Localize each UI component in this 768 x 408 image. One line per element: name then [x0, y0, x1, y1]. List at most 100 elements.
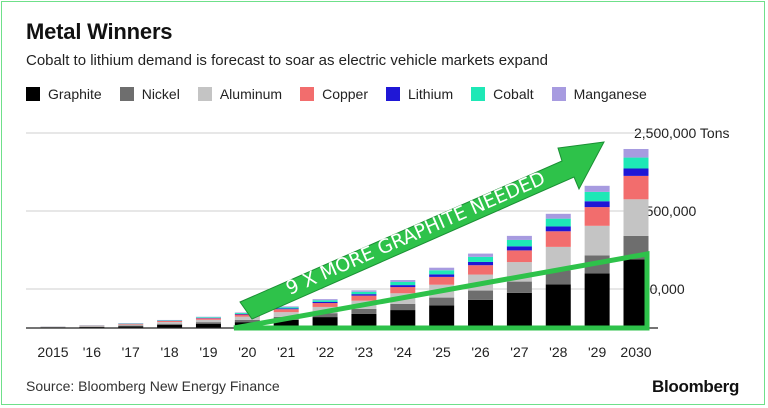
x-tick-label: 2015: [37, 344, 68, 360]
bar-segment: [157, 323, 183, 325]
brand-logo: Bloomberg: [652, 377, 740, 396]
bar-segment: [545, 213, 571, 219]
growth-arrow: [239, 141, 605, 320]
bar-segment: [312, 303, 338, 307]
x-tick-label: '22: [316, 344, 334, 360]
legend-label: Nickel: [141, 86, 180, 102]
bar-segment: [351, 294, 377, 296]
bar-segment: [506, 239, 532, 247]
bar-segment: [234, 316, 260, 320]
x-tick-label: '18: [160, 344, 178, 360]
bar-segment: [506, 281, 532, 293]
bar-segment: [468, 290, 494, 300]
bar-segment: [545, 226, 571, 232]
y-tick-label: 1,500,000: [634, 203, 696, 219]
bar-segment: [312, 299, 338, 301]
bar-segment: [584, 273, 610, 328]
x-tick-label: '17: [122, 344, 140, 360]
legend-item: Nickel: [119, 86, 180, 102]
legend-swatch: [197, 87, 212, 101]
bar-segment: [545, 218, 571, 227]
graphite-growth-triangle: [233, 251, 650, 331]
legend-label: Lithium: [408, 86, 454, 102]
bar-segment: [118, 325, 144, 327]
bar-segment: [273, 308, 299, 310]
bar-segment: [390, 281, 416, 286]
bar-segment: [273, 306, 299, 308]
chart-title: Metal Winners: [26, 19, 173, 44]
bar-segment: [468, 299, 494, 328]
legend-label: Graphite: [48, 86, 102, 102]
legend-item: Cobalt: [471, 86, 534, 102]
bar-segment: [351, 290, 377, 292]
bar-segment: [312, 313, 338, 318]
bar-segment: [468, 261, 494, 266]
bar-segment: [351, 291, 377, 295]
x-tick-label: 2030: [620, 344, 651, 360]
legend-label: Aluminum: [219, 86, 283, 102]
bar-segment: [468, 256, 494, 262]
bar-segment: [351, 313, 377, 328]
bar-segment: [545, 246, 571, 271]
bar-segment: [623, 157, 649, 169]
bar-segment: [195, 322, 221, 324]
bar-segment: [429, 305, 455, 328]
source-note: Source: Bloomberg New Energy Finance: [26, 378, 280, 394]
bar-segment: [234, 314, 260, 317]
legend-swatch: [300, 87, 315, 101]
bar-segment: [390, 310, 416, 328]
bar-segment: [623, 175, 649, 200]
bar-segment: [390, 280, 416, 282]
bar-segment: [584, 191, 610, 202]
bar-segment: [273, 309, 299, 313]
bar-segment: [390, 287, 416, 294]
legend-item: Manganese: [551, 86, 647, 102]
x-tick-label: '28: [549, 344, 567, 360]
bar-segment: [506, 250, 532, 263]
bar-segment: [545, 270, 571, 285]
chart-subtitle: Cobalt to lithium demand is forecast to …: [26, 52, 548, 69]
x-tick-label: '20: [238, 344, 256, 360]
bar-segment: [312, 317, 338, 328]
bar-segment: [429, 267, 455, 271]
bar-segment: [312, 301, 338, 304]
x-tick-label: '24: [394, 344, 412, 360]
bar-segment: [234, 313, 260, 314]
bar-segment: [545, 284, 571, 328]
legend-swatch: [119, 87, 134, 101]
bar-segment: [506, 292, 532, 328]
bar-segment: [429, 297, 455, 306]
bar-segment: [234, 319, 260, 323]
x-tick-label: '29: [588, 344, 606, 360]
bar-segment: [390, 285, 416, 288]
legend-swatch: [386, 87, 400, 101]
bar-segment: [273, 307, 299, 309]
y-tick-label: 2,500,000 Tons: [634, 125, 730, 141]
x-tick-label: '26: [471, 344, 489, 360]
x-tick-label: '23: [355, 344, 373, 360]
bar-segment: [312, 300, 338, 302]
bar-segment: [506, 246, 532, 251]
bar-segment: [118, 326, 144, 328]
bar-segment: [429, 276, 455, 285]
chart-legend: Graphite Nickel Aluminum Copper Lithium Cobal…: [26, 86, 665, 102]
bar-segment: [468, 265, 494, 275]
legend-label: Manganese: [573, 86, 647, 102]
bar-segment: [79, 326, 105, 327]
bar-segment: [468, 253, 494, 257]
bar-segment: [584, 207, 610, 226]
legend-swatch: [551, 87, 566, 101]
bar-segment: [234, 313, 260, 315]
bar-segment: [273, 319, 299, 328]
bar-segment: [195, 318, 221, 320]
bar-segment: [584, 185, 610, 192]
bar-segment: [623, 199, 649, 236]
x-tick-label: '16: [83, 344, 101, 360]
bar-segment: [545, 231, 571, 247]
legend-item: Copper: [300, 86, 368, 102]
x-tick-label: '19: [199, 344, 217, 360]
legend-swatch: [471, 87, 486, 101]
bar-segment: [273, 312, 299, 317]
bar-segment: [623, 148, 649, 158]
